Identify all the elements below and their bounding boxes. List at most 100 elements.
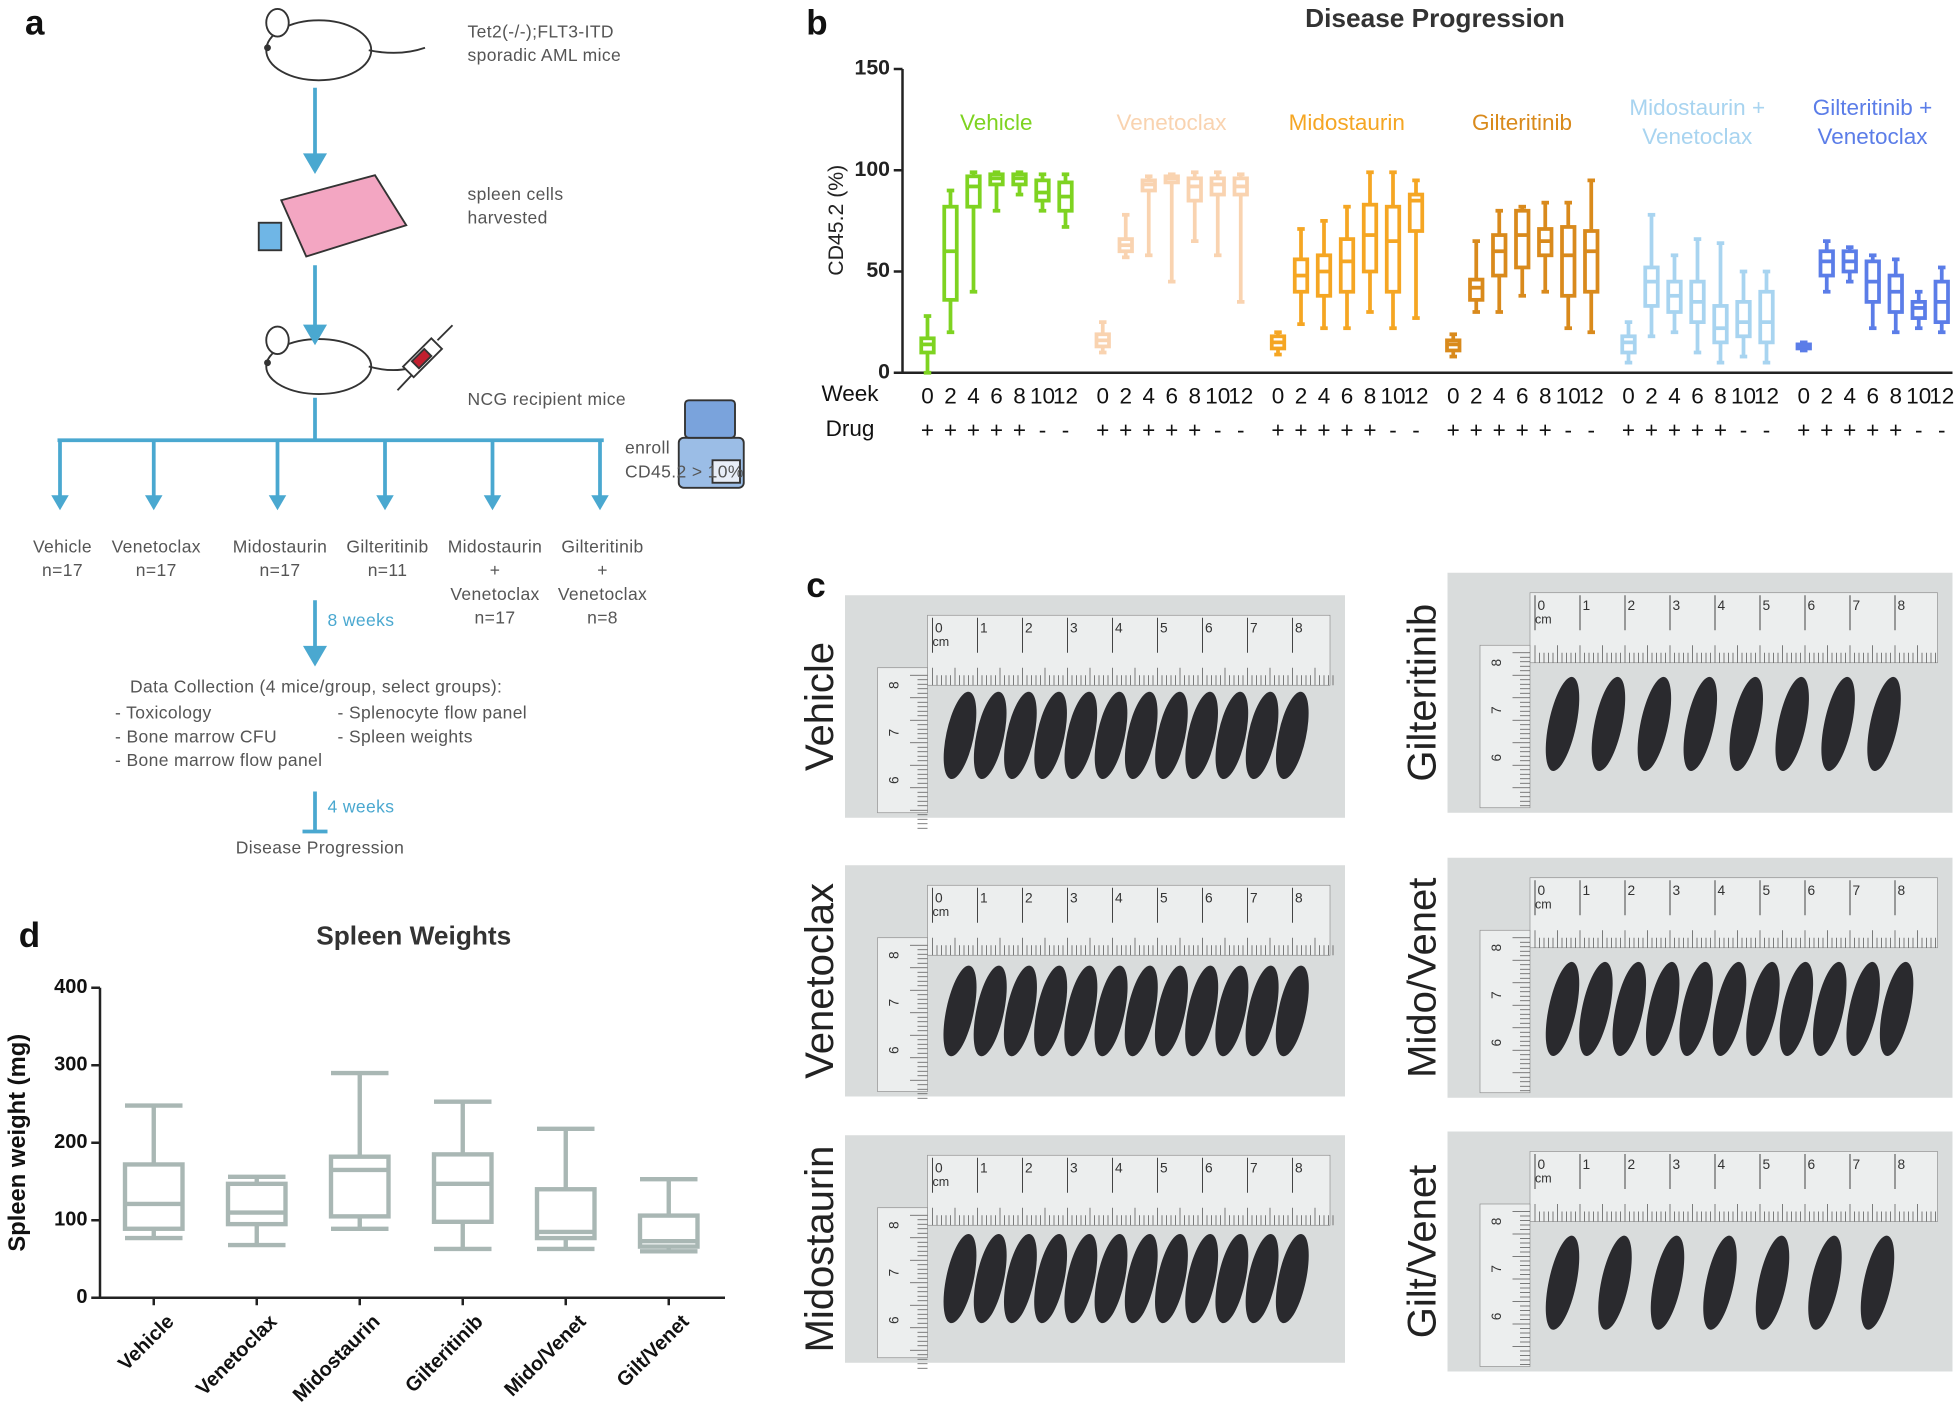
x-tick-label: 10: [1906, 384, 1931, 409]
ruler-label: 0: [1538, 1157, 1546, 1172]
ruler-label: 2: [1025, 621, 1033, 636]
diagram-text: sporadic AML mice: [468, 45, 622, 65]
x-tick-label: 8: [1539, 384, 1552, 409]
ruler-label: 8: [1898, 598, 1906, 613]
drug-label: -: [1763, 417, 1771, 442]
group-n: n=8: [587, 608, 618, 628]
ruler-label: 8: [1489, 659, 1504, 667]
drug-label: +: [944, 417, 957, 442]
box: [1034, 178, 1051, 203]
chart-title: Disease Progression: [1305, 3, 1565, 33]
box: [1643, 265, 1660, 308]
ruler-label: 4: [1115, 621, 1123, 636]
ruler-h: [927, 614, 1331, 686]
x-tick-label: 6: [1866, 384, 1879, 409]
sorter-icon: [677, 399, 745, 489]
ruler-unit: cm: [1535, 613, 1552, 627]
x-tick-label: Midostaurin: [289, 1311, 385, 1407]
ruler-label: 3: [1070, 891, 1078, 906]
y-tick-label: 200: [54, 1131, 87, 1153]
ruler-label: 4: [1115, 891, 1123, 906]
spleen: [1545, 1235, 1580, 1330]
drug-label: +: [1294, 417, 1307, 442]
ruler-unit: cm: [1535, 1171, 1552, 1185]
box: [1620, 334, 1637, 355]
x-tick-label: 10: [1731, 384, 1756, 409]
group-label: Midostaurin: [448, 536, 543, 556]
diagram-icons: [257, 8, 745, 489]
x-tick-label: 0: [921, 384, 934, 409]
x-tick-label: 6: [1165, 384, 1178, 409]
collection-item: - Spleen weights: [338, 726, 473, 746]
spleen: [1215, 691, 1249, 780]
x-tick-label: 10: [1205, 384, 1230, 409]
spleen: [1004, 691, 1037, 780]
ruler-label: 4: [1115, 1161, 1123, 1176]
group-n: n=17: [475, 608, 516, 628]
ruler-label: 2: [1628, 1157, 1636, 1172]
x-tick-label: 2: [1470, 384, 1483, 409]
drug-label: -: [1039, 417, 1047, 442]
spleen: [1245, 691, 1279, 780]
x-tick-label: Mido/Venet: [500, 1310, 590, 1400]
spleen: [1860, 1235, 1895, 1330]
group-label: Venetoclax: [558, 584, 647, 604]
x-tick-label: 8: [1714, 384, 1727, 409]
spleen: [1867, 676, 1901, 771]
ruler-label: 1: [980, 891, 988, 906]
diagram-arrows: [57, 87, 604, 834]
spleen: [1545, 961, 1580, 1056]
y-tick-label: 0: [76, 1286, 87, 1308]
chart-title: Spleen Weights: [316, 921, 511, 951]
drug-label: -: [1740, 417, 1748, 442]
spleen: [1034, 691, 1067, 780]
x-tick-label: 0: [1622, 384, 1635, 409]
x-tick-label: 12: [1053, 384, 1078, 409]
y-tick-label: 150: [855, 56, 890, 80]
drug-label: +: [1096, 417, 1109, 442]
ruler-label: 6: [1808, 1157, 1816, 1172]
panel-letter: c: [806, 566, 825, 605]
ruler-unit: cm: [1535, 898, 1552, 912]
box: [328, 1154, 391, 1219]
group-label: Gilteritinib: [561, 536, 643, 556]
drug-label: +: [967, 417, 980, 442]
drug-label: -: [1214, 417, 1222, 442]
ruler-label: 0: [935, 1161, 943, 1176]
ruler-v: [1479, 644, 1531, 809]
arrowhead: [145, 495, 163, 511]
spleen: [1703, 1235, 1737, 1330]
spleen: [1215, 1233, 1249, 1324]
ruler-label: 8: [1489, 944, 1504, 952]
drug-label: +: [1165, 417, 1178, 442]
spleen: [1124, 965, 1158, 1057]
ruler-unit: cm: [933, 635, 950, 649]
x-tick-label: Vehicle: [114, 1311, 178, 1375]
spleen: [1124, 1233, 1158, 1324]
spleen: [1879, 961, 1914, 1056]
ruler-label: 0: [935, 891, 943, 906]
photo-label: Gilteritinib: [1401, 604, 1445, 782]
spleen: [1846, 961, 1880, 1056]
box: [1315, 253, 1333, 298]
ruler-label: 2: [1025, 891, 1033, 906]
x-tick-label: 6: [1691, 384, 1704, 409]
box: [1514, 208, 1531, 270]
spleen: [1034, 1233, 1068, 1324]
spleen: [943, 1233, 977, 1324]
group-label: Midostaurin: [233, 536, 328, 556]
ruler-label: 7: [887, 999, 902, 1007]
box: [1887, 273, 1904, 314]
ruler-label: 1: [980, 621, 988, 636]
x-tick-label: 10: [1556, 384, 1581, 409]
x-tick-label: 4: [1318, 384, 1331, 409]
ruler-label: 7: [1489, 991, 1504, 999]
ruler-label: 7: [1853, 883, 1861, 898]
ruler-label: 8: [887, 951, 902, 959]
ruler-v: [1479, 929, 1531, 1094]
group-label: Venetoclax: [112, 536, 201, 556]
drug-label: +: [1013, 417, 1026, 442]
spleen: [1598, 1235, 1632, 1330]
drug-label: +: [1797, 417, 1810, 442]
